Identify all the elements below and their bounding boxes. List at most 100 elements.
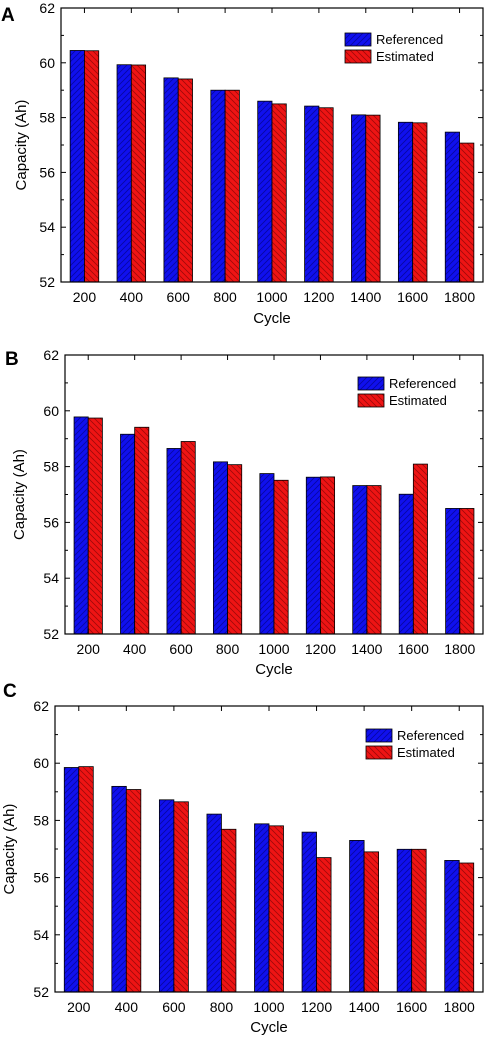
- y-tick-label: 58: [39, 110, 55, 126]
- bar-referenced-400: [120, 433, 136, 635]
- bar-referenced-1400: [352, 485, 368, 635]
- bar-referenced-600: [158, 799, 175, 993]
- bar-referenced-800: [212, 461, 228, 635]
- bar-referenced-200: [69, 50, 85, 283]
- legend-label-estimated: Estimated: [376, 49, 434, 64]
- x-tick-label: 600: [167, 289, 191, 305]
- bar-estimated-400: [134, 426, 150, 635]
- bar-estimated-800: [227, 464, 243, 635]
- bar-referenced-1000: [254, 823, 270, 993]
- bar-referenced-1800: [444, 860, 460, 993]
- bar-referenced-1600: [396, 848, 413, 993]
- y-tick-label: 52: [33, 984, 49, 1000]
- legend-swatch-referenced: [357, 376, 385, 391]
- bar-estimated-800: [221, 828, 237, 993]
- legend: Referenced Estimated: [357, 376, 456, 408]
- y-tick-label: 54: [43, 570, 59, 586]
- y-tick-label: 56: [39, 164, 55, 180]
- x-tick-label: 1400: [349, 999, 380, 1015]
- x-tick-label: 200: [77, 641, 101, 657]
- y-tick-label: 62: [33, 698, 49, 714]
- bar-referenced-200: [73, 416, 89, 635]
- y-tick-label: 62: [39, 0, 55, 16]
- bar-estimated-1400: [365, 114, 381, 283]
- legend: Referenced Estimated: [344, 32, 443, 64]
- panel-label: A: [1, 5, 15, 26]
- bar-estimated-1400: [363, 851, 380, 993]
- bar-estimated-600: [177, 78, 193, 283]
- bar-referenced-1400: [351, 114, 367, 283]
- x-tick-label: 1200: [301, 999, 332, 1015]
- bar-estimated-200: [78, 766, 94, 993]
- bar-referenced-1200: [301, 831, 317, 993]
- x-tick-label: 400: [123, 641, 147, 657]
- bar-referenced-800: [206, 813, 222, 993]
- y-axis-title: Capacity (Ah): [13, 100, 30, 191]
- panel-label: C: [3, 681, 17, 702]
- y-tick-label: 60: [33, 755, 49, 771]
- x-tick-label: 1600: [397, 289, 428, 305]
- bar-referenced-1200: [305, 476, 321, 635]
- chart-panel-a: A 52 54 56 58 60 62 200 400 600 800 1000 1200 1400 160…: [1, 0, 484, 327]
- x-tick-label: 200: [73, 289, 97, 305]
- bar-estimated-600: [180, 441, 196, 635]
- bar-referenced-1000: [257, 100, 273, 283]
- bar-estimated-1400: [366, 485, 382, 635]
- legend-label-referenced: Referenced: [397, 728, 464, 743]
- bar-estimated-200: [84, 50, 100, 283]
- x-tick-label: 1800: [444, 289, 475, 305]
- bar-estimated-1000: [268, 825, 284, 993]
- panel-label: B: [5, 349, 19, 370]
- x-tick-label: 600: [162, 999, 186, 1015]
- bar-estimated-1600: [412, 463, 428, 635]
- bar-estimated-1200: [320, 476, 336, 635]
- legend-label-referenced: Referenced: [376, 32, 443, 47]
- legend-label-estimated: Estimated: [397, 745, 455, 760]
- bar-referenced-1600: [397, 121, 414, 283]
- bar-estimated-1000: [271, 103, 287, 283]
- x-tick-label: 800: [210, 999, 234, 1015]
- x-tick-label: 400: [115, 999, 139, 1015]
- bar-estimated-1200: [318, 107, 334, 283]
- x-tick-label: 800: [216, 641, 240, 657]
- x-tick-label: 1400: [350, 289, 381, 305]
- bar-referenced-1200: [304, 105, 320, 283]
- y-tick-label: 54: [39, 219, 55, 235]
- legend-swatch-referenced: [365, 728, 393, 743]
- x-tick-label: 1000: [253, 999, 284, 1015]
- y-axis-title: Capacity (Ah): [11, 449, 28, 540]
- y-tick-label: 58: [43, 459, 59, 475]
- x-tick-label: 1600: [398, 641, 429, 657]
- y-axis-title: Capacity (Ah): [1, 804, 18, 895]
- x-tick-label: 1800: [444, 999, 475, 1015]
- bar-estimated-800: [224, 89, 240, 283]
- legend-swatch-estimated: [344, 49, 372, 64]
- bar-estimated-1600: [411, 848, 427, 993]
- x-tick-label: 600: [169, 641, 193, 657]
- x-axis-title: Cycle: [253, 310, 291, 327]
- x-tick-label: 1200: [303, 289, 334, 305]
- x-tick-label: 1400: [351, 641, 382, 657]
- bar-estimated-1000: [273, 479, 289, 635]
- y-tick-label: 56: [43, 514, 59, 530]
- bar-estimated-1800: [459, 142, 475, 283]
- bar-referenced-1000: [259, 473, 275, 635]
- bar-estimated-200: [87, 417, 103, 635]
- x-axis-title: Cycle: [250, 1019, 288, 1036]
- legend-swatch-estimated: [357, 393, 385, 408]
- x-tick-label: 1600: [396, 999, 427, 1015]
- bar-referenced-600: [163, 77, 179, 283]
- y-tick-label: 58: [33, 812, 49, 828]
- y-tick-label: 60: [43, 403, 59, 419]
- x-tick-label: 1200: [305, 641, 336, 657]
- bar-estimated-400: [125, 789, 142, 993]
- y-tick-label: 52: [39, 274, 55, 290]
- legend-swatch-referenced: [344, 32, 372, 47]
- y-tick-label: 62: [43, 347, 59, 363]
- bar-referenced-400: [116, 64, 132, 283]
- bar-referenced-600: [166, 448, 182, 635]
- y-tick-label: 52: [43, 626, 59, 642]
- bar-referenced-400: [111, 785, 127, 993]
